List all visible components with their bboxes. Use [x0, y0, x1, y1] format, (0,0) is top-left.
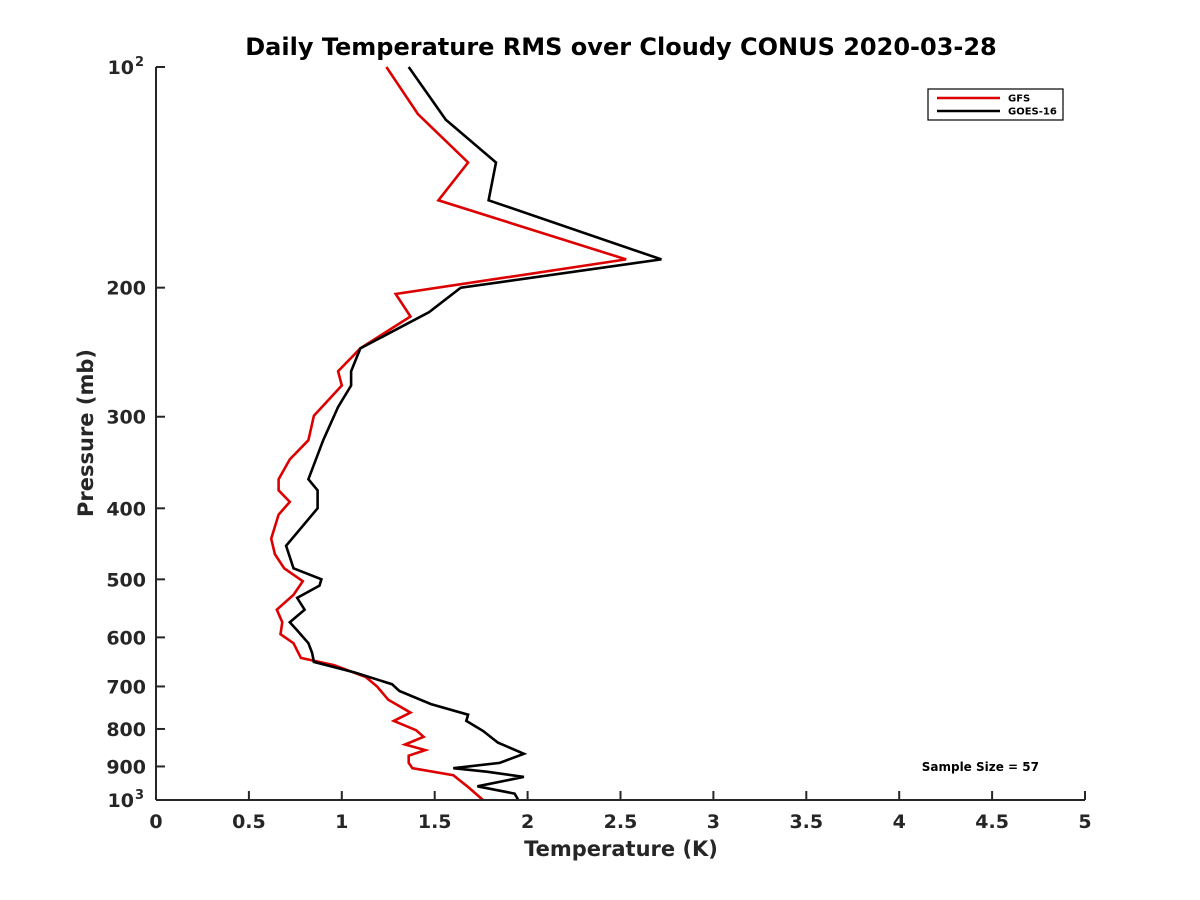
- x-tick-label: 1.5: [418, 811, 452, 833]
- legend: GFS GOES-16: [927, 88, 1064, 121]
- y-tick-exponent: 3: [135, 788, 144, 803]
- y-tick-label: 200: [106, 278, 146, 300]
- y-tick-label: 300: [106, 407, 146, 429]
- y-tick-label: 700: [106, 676, 146, 698]
- x-tick-label: 2.5: [604, 811, 638, 833]
- y-tick-label: 400: [106, 498, 146, 520]
- legend-label: GOES-16: [1008, 107, 1057, 118]
- x-tick-label: 3.5: [789, 811, 823, 833]
- y-tick-label: 10: [108, 57, 134, 79]
- x-tick-label: 1: [335, 811, 348, 833]
- y-tick-exponent: 2: [135, 55, 144, 70]
- y-tick-label: 600: [106, 627, 146, 649]
- x-tick-label: 5: [1078, 811, 1091, 833]
- x-tick-label: 2: [521, 811, 534, 833]
- x-tick-label: 0.5: [232, 811, 266, 833]
- x-tick-label: 4: [893, 811, 906, 833]
- y-axis-label: Pressure (mb): [74, 349, 98, 517]
- y-tick-label: 900: [106, 756, 146, 778]
- x-tick-label: 3: [707, 811, 720, 833]
- legend-label: GFS: [1008, 94, 1030, 105]
- sample-size-annotation: Sample Size = 57: [922, 760, 1039, 774]
- y-tick-label: 800: [106, 719, 146, 741]
- x-axis-label: Temperature (K): [524, 837, 718, 861]
- x-tick-label: 0: [149, 811, 162, 833]
- chart-title: Daily Temperature RMS over Cloudy CONUS …: [245, 33, 997, 61]
- series-line-goes-16: [284, 66, 662, 801]
- y-tick-label: 500: [106, 569, 146, 591]
- x-tick-label: 4.5: [975, 811, 1009, 833]
- series-layer: [269, 66, 662, 801]
- plot-area: [156, 67, 1085, 800]
- y-tick-label: 10: [108, 790, 134, 812]
- x-ticks: 0 0.5 1 1.5 2 2.5 3 3.5 4 4.5 5: [149, 791, 1092, 833]
- legend-box: [927, 88, 1064, 121]
